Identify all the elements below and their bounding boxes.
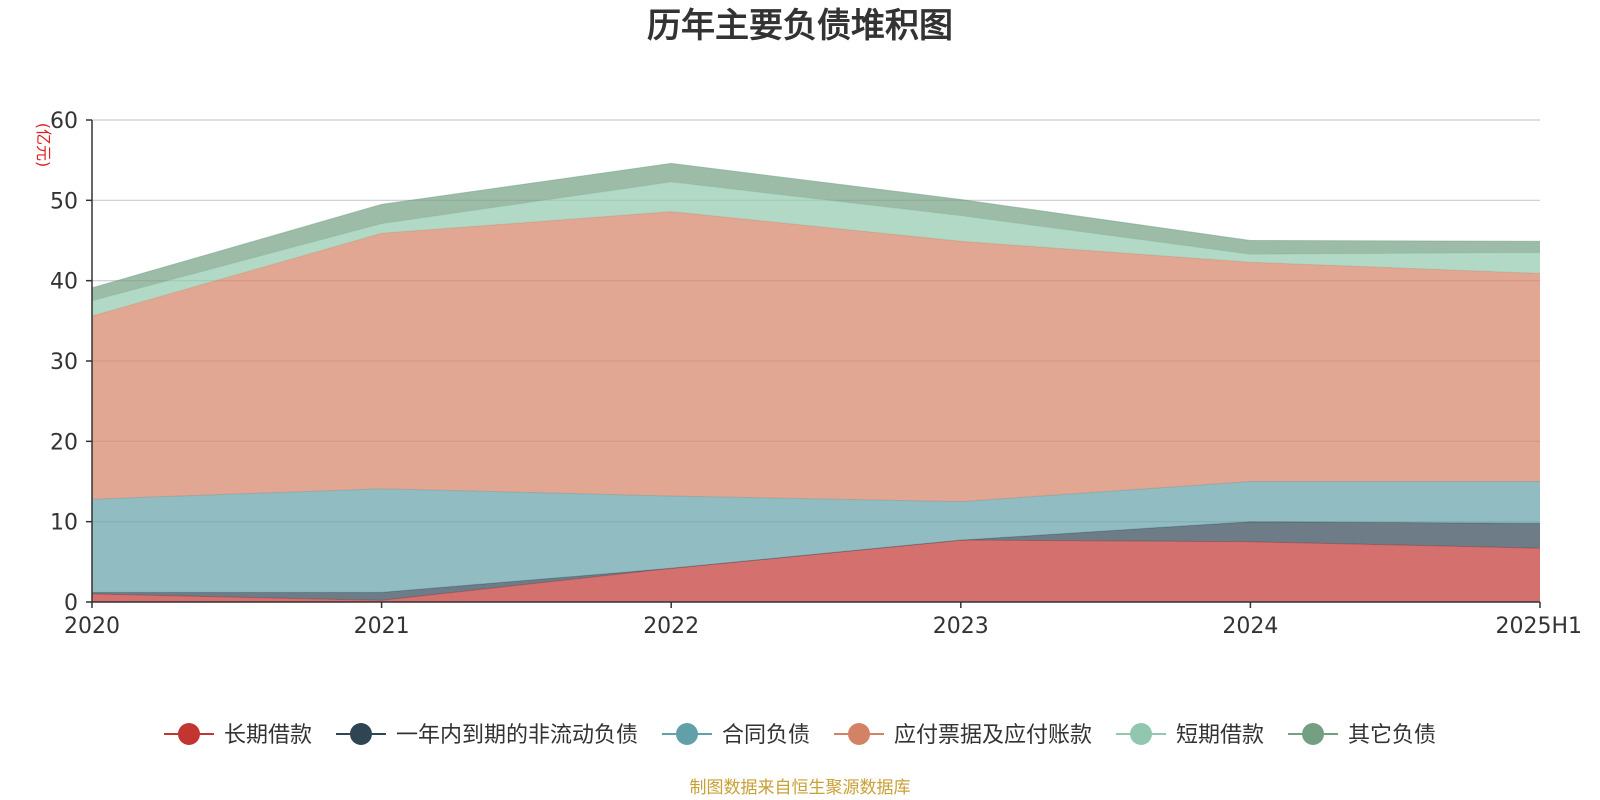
area-series-5 xyxy=(92,181,1540,316)
legend-label: 一年内到期的非流动负债 xyxy=(396,723,638,748)
x-tick-label: 2023 xyxy=(933,614,989,639)
legend: 长期借款 一年内到期的非流动负债 合同负债 应付票据及应付账款 短期借款 其它负债 xyxy=(163,723,1436,748)
x-tick-label: 2021 xyxy=(354,614,410,639)
legend-dot-marker xyxy=(1302,723,1325,745)
area-series-3 xyxy=(92,481,1540,593)
legend-dot-marker xyxy=(349,723,372,745)
x-tick-label: 2020 xyxy=(64,614,120,639)
area-series-6 xyxy=(92,163,1540,301)
y-tick-label: 30 xyxy=(50,350,78,375)
legend-label: 合同负债 xyxy=(722,723,810,748)
legend-dot-marker xyxy=(1130,723,1153,745)
x-tick-label: 2025H1 xyxy=(1495,614,1582,639)
y-tick-label: 10 xyxy=(50,511,78,536)
chart-title: 历年主要负债堆积图 xyxy=(647,6,953,46)
legend-item-4[interactable]: 应付票据及应付账款 xyxy=(834,723,1092,748)
legend-dot-marker xyxy=(848,723,870,745)
series-top-line-6 xyxy=(91,162,1541,289)
legend-label: 短期借款 xyxy=(1176,723,1264,748)
axes: 0 10 20 30 40 50 60 2020 2021 2022 2023 2024 2025H1 xyxy=(50,109,1582,639)
area-series-1 xyxy=(92,540,1540,602)
legend-dot-marker xyxy=(675,723,698,745)
legend-item-6[interactable]: 其它负债 xyxy=(1288,723,1436,748)
y-tick-label: 20 xyxy=(50,430,78,455)
y-tick-label: 40 xyxy=(50,270,78,295)
y-axis-unit: (亿元) xyxy=(34,123,53,168)
legend-item-2[interactable]: 一年内到期的非流动负债 xyxy=(335,723,638,748)
legend-label: 长期借款 xyxy=(224,723,312,748)
data-source-note: 制图数据来自恒生聚源数据库 xyxy=(690,778,911,798)
legend-label: 其它负债 xyxy=(1348,723,1436,748)
legend-item-3[interactable]: 合同负债 xyxy=(661,723,810,748)
y-tick-label: 50 xyxy=(50,189,78,214)
area-series-group xyxy=(91,162,1541,602)
area-series-4 xyxy=(92,211,1540,502)
legend-item-5[interactable]: 短期借款 xyxy=(1116,723,1264,748)
x-tick-label: 2022 xyxy=(643,614,699,639)
x-tick-label: 2024 xyxy=(1222,614,1278,639)
legend-label: 应付票据及应付账款 xyxy=(894,723,1092,748)
legend-item-1[interactable]: 长期借款 xyxy=(163,723,312,748)
legend-dot-marker xyxy=(177,723,200,745)
y-tick-label: 0 xyxy=(64,591,78,616)
y-tick-label: 60 xyxy=(50,109,78,134)
